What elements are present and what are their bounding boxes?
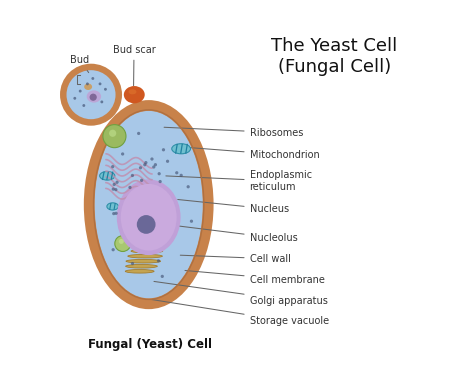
Ellipse shape	[95, 111, 203, 298]
Circle shape	[91, 77, 94, 80]
Circle shape	[66, 70, 116, 119]
Circle shape	[86, 82, 89, 85]
Ellipse shape	[107, 203, 118, 210]
Ellipse shape	[131, 249, 163, 253]
Circle shape	[112, 187, 115, 191]
Circle shape	[187, 185, 190, 188]
Circle shape	[131, 174, 134, 177]
Circle shape	[100, 100, 103, 103]
Text: Bud scar: Bud scar	[113, 45, 155, 86]
Circle shape	[180, 174, 183, 177]
Circle shape	[73, 97, 76, 100]
Ellipse shape	[87, 90, 101, 102]
Text: Storage vacuole: Storage vacuole	[151, 299, 329, 326]
Circle shape	[150, 157, 154, 161]
Circle shape	[144, 161, 147, 164]
Ellipse shape	[124, 86, 145, 103]
Text: Cell membrane: Cell membrane	[185, 270, 325, 285]
Circle shape	[121, 152, 124, 156]
Circle shape	[154, 163, 157, 166]
Ellipse shape	[121, 184, 177, 251]
Circle shape	[99, 82, 101, 85]
Circle shape	[109, 130, 116, 137]
Ellipse shape	[126, 259, 161, 263]
Circle shape	[112, 212, 115, 215]
Circle shape	[166, 160, 169, 163]
Circle shape	[162, 148, 165, 152]
Text: Cell wall: Cell wall	[180, 254, 291, 264]
Circle shape	[161, 275, 164, 278]
Circle shape	[131, 262, 134, 265]
Ellipse shape	[128, 254, 163, 258]
Text: Ribosomes: Ribosomes	[164, 127, 303, 138]
Circle shape	[175, 171, 178, 175]
Ellipse shape	[128, 89, 137, 94]
Text: Nucleus: Nucleus	[178, 199, 289, 214]
Ellipse shape	[125, 269, 154, 273]
Text: Fungal (Yeast) Cell: Fungal (Yeast) Cell	[89, 337, 212, 351]
Text: Mitochondrion: Mitochondrion	[184, 147, 319, 160]
Circle shape	[139, 166, 142, 169]
Circle shape	[143, 163, 146, 167]
Ellipse shape	[134, 244, 163, 248]
Circle shape	[157, 172, 161, 175]
Ellipse shape	[84, 83, 92, 90]
Circle shape	[137, 132, 140, 135]
Ellipse shape	[126, 265, 157, 268]
Circle shape	[140, 179, 143, 182]
Circle shape	[113, 183, 116, 186]
Circle shape	[116, 181, 118, 184]
Circle shape	[104, 88, 107, 91]
Circle shape	[60, 64, 122, 126]
Circle shape	[115, 236, 131, 251]
Text: The Yeast Cell
(Fungal Cell): The Yeast Cell (Fungal Cell)	[271, 37, 397, 76]
Ellipse shape	[84, 100, 214, 309]
Circle shape	[190, 220, 193, 223]
Ellipse shape	[100, 171, 115, 180]
Circle shape	[128, 186, 132, 189]
Circle shape	[115, 212, 118, 215]
Text: Nucleolus: Nucleolus	[155, 223, 297, 243]
Circle shape	[103, 124, 126, 147]
Circle shape	[158, 180, 162, 183]
Circle shape	[111, 165, 114, 168]
Circle shape	[157, 259, 160, 262]
Circle shape	[137, 215, 155, 234]
Circle shape	[90, 94, 97, 101]
Circle shape	[152, 165, 155, 169]
Ellipse shape	[117, 179, 181, 255]
Circle shape	[114, 188, 118, 191]
Circle shape	[111, 248, 115, 251]
Ellipse shape	[172, 144, 191, 154]
Circle shape	[79, 90, 82, 93]
Text: Bud: Bud	[71, 55, 90, 72]
Text: Golgi apparatus: Golgi apparatus	[154, 281, 328, 306]
Circle shape	[82, 104, 85, 107]
Circle shape	[119, 239, 124, 244]
Text: Endoplasmic
reticulum: Endoplasmic reticulum	[166, 171, 312, 192]
